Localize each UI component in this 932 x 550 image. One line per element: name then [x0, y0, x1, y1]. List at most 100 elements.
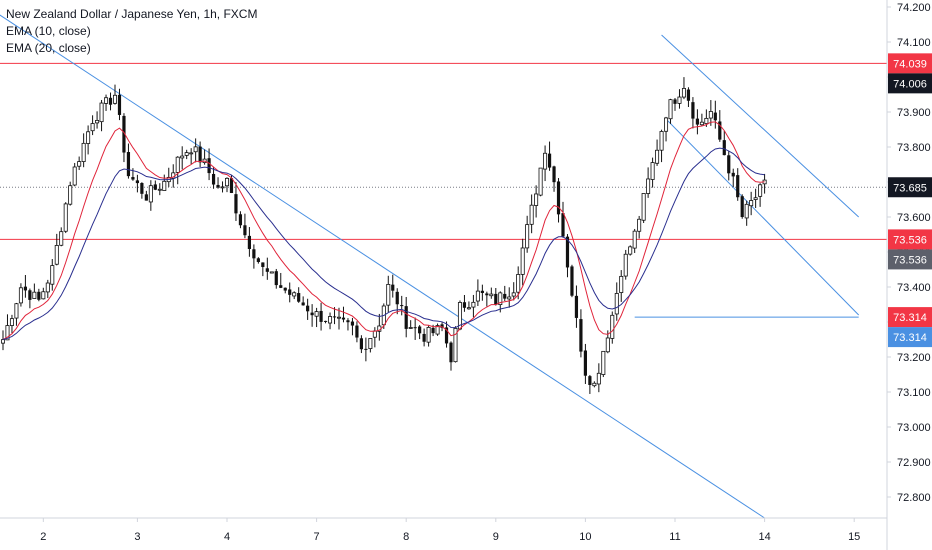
- candle: [368, 338, 373, 353]
- time-tick-label: 15: [848, 531, 860, 543]
- candle: [274, 268, 278, 289]
- candle-body-down: [301, 302, 305, 306]
- candle-body-up: [749, 200, 754, 207]
- candle-body-down: [400, 305, 404, 307]
- candle-body-down: [238, 214, 243, 226]
- time-axis[interactable]: 2 3 4 7 8 9 10 11 14 15: [40, 518, 860, 543]
- candle-body-up: [511, 292, 516, 297]
- candle-body-up: [63, 203, 68, 232]
- candle: [198, 141, 202, 168]
- candle-body-up: [758, 184, 763, 197]
- candle: [749, 191, 754, 216]
- candle: [224, 177, 229, 193]
- candle-body-up: [520, 247, 525, 275]
- symbol-title[interactable]: New Zealand Dollar / Japanese Yen, 1h, F…: [6, 7, 258, 21]
- candle-body-up: [426, 326, 431, 343]
- candle-body-down: [740, 196, 744, 218]
- candle-body-down: [547, 153, 552, 168]
- candle: [288, 282, 292, 303]
- candle-body-down: [686, 89, 691, 101]
- candle-body-up: [189, 152, 194, 155]
- candle: [744, 200, 749, 226]
- candle: [503, 285, 507, 302]
- candle: [713, 100, 717, 129]
- horizontal-levels: [0, 62, 887, 240]
- candle-body-up: [659, 131, 664, 151]
- candle: [466, 301, 471, 310]
- candle-body-down: [252, 249, 256, 259]
- candle: [418, 325, 422, 340]
- candle: [610, 311, 615, 344]
- candle-body-up: [54, 245, 59, 265]
- candle: [462, 294, 467, 312]
- ema10-line: [2, 121, 765, 341]
- candle: [37, 288, 41, 302]
- candle: [579, 309, 583, 358]
- candle: [574, 285, 579, 328]
- candle-body-down: [131, 177, 135, 180]
- candle: [534, 185, 539, 218]
- time-tick-label: 10: [579, 531, 591, 543]
- candle: [659, 129, 664, 163]
- time-tick-label: 9: [493, 531, 499, 543]
- candle-body-up: [534, 193, 539, 206]
- price-tick-label: 74.100: [897, 37, 931, 49]
- candle-body-up: [32, 291, 37, 299]
- price-badge-bg: [888, 249, 932, 270]
- candle-body-down: [332, 316, 337, 318]
- price-tick-label: 73.600: [897, 212, 931, 224]
- candle: [588, 374, 592, 394]
- candle-body-down: [126, 152, 131, 177]
- candle-body-down: [462, 302, 467, 308]
- time-tick-label: 2: [40, 531, 46, 543]
- candle-body-down: [431, 327, 435, 334]
- candle-body-down: [736, 175, 740, 198]
- candle-body-up: [466, 307, 471, 310]
- candle: [404, 296, 408, 338]
- candle: [157, 183, 162, 196]
- price-tick-label: 73.900: [897, 107, 931, 119]
- candle: [54, 233, 59, 266]
- candle: [686, 87, 691, 107]
- candle-body-up: [113, 94, 118, 104]
- time-tick-label: 7: [314, 531, 320, 543]
- candle-body-up: [596, 372, 601, 385]
- candle-body-up: [386, 283, 391, 306]
- candle: [180, 146, 185, 170]
- candle-body-down: [243, 225, 247, 236]
- candle: [691, 97, 695, 129]
- candle: [148, 180, 153, 211]
- candle: [364, 337, 368, 362]
- candle: [681, 77, 686, 100]
- candle: [18, 283, 23, 307]
- candle-body-up: [220, 186, 225, 189]
- candle: [673, 98, 677, 111]
- candle: [727, 151, 731, 181]
- candle-body-down: [140, 183, 144, 194]
- candle-body-down: [297, 293, 301, 302]
- candle-body-up: [193, 146, 198, 153]
- candle-body-down: [583, 350, 587, 376]
- ema10-legend[interactable]: EMA (10, close): [6, 24, 91, 38]
- candle: [336, 307, 341, 330]
- candle: [301, 296, 305, 306]
- candle-body-up: [704, 117, 709, 124]
- candle-body-down: [556, 181, 561, 215]
- candle: [310, 304, 314, 327]
- candle: [41, 287, 46, 300]
- candle: [453, 326, 458, 363]
- ema20-legend[interactable]: EMA (20, close): [6, 41, 91, 55]
- candle: [547, 141, 552, 171]
- candle: [372, 327, 377, 348]
- candle-body-down: [283, 287, 287, 291]
- candle-body-down: [346, 320, 350, 323]
- candle: [108, 92, 113, 111]
- candle: [444, 321, 449, 348]
- candle: [50, 259, 55, 291]
- price-tick-label: 73.100: [897, 387, 931, 399]
- candle-body-down: [265, 268, 269, 272]
- candle-body-up: [628, 246, 633, 255]
- candle: [758, 183, 763, 207]
- candle-body-down: [108, 97, 113, 105]
